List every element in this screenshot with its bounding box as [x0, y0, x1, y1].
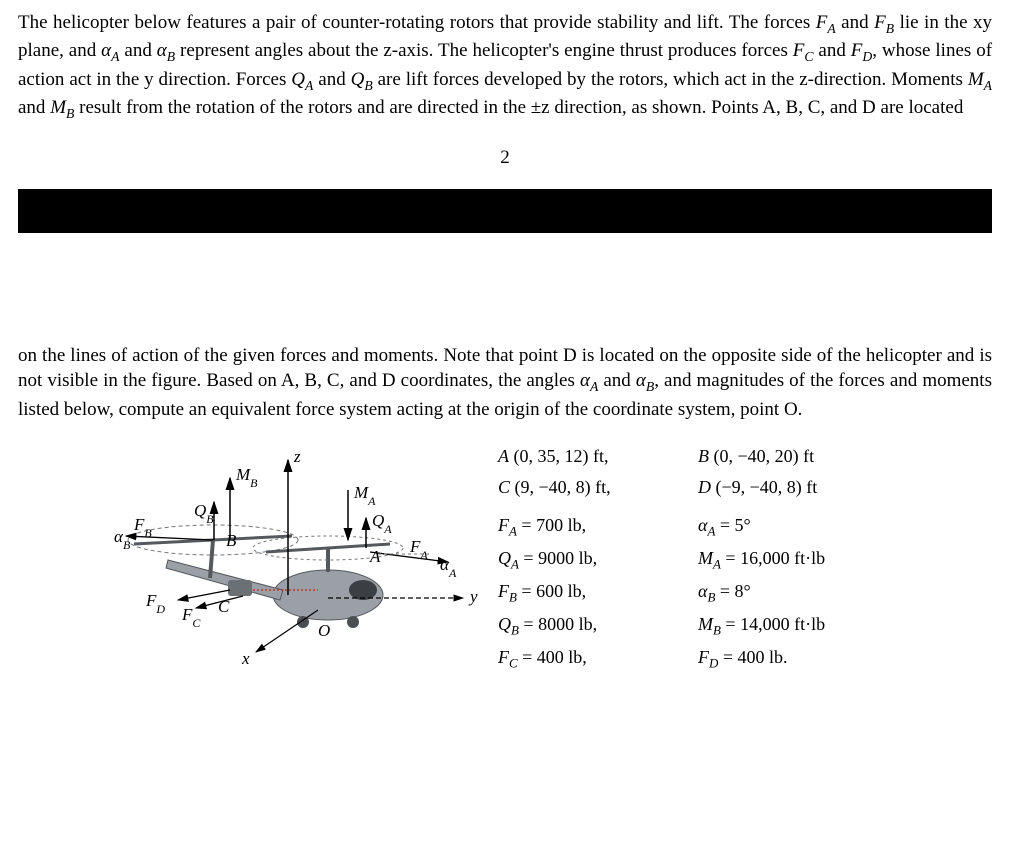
coord-B: B (0, −40, 20) ft	[698, 444, 814, 468]
val-row-2: QA = 9000 lb, MA = 16,000 ft·lb	[498, 546, 992, 573]
val-FB: FB = 600 lb,	[498, 579, 698, 606]
label-A: A	[369, 547, 381, 566]
coord-A: A (0, 35, 12) ft,	[498, 444, 698, 468]
label-C: C	[218, 597, 230, 616]
problem-paragraph-2: on the lines of action of the given forc…	[18, 343, 992, 423]
val-row-3: FB = 600 lb, αB = 8°	[498, 579, 992, 606]
coords-row-1: A (0, 35, 12) ft, B (0, −40, 20) ft	[498, 444, 992, 468]
val-FA: FA = 700 lb,	[498, 513, 698, 540]
page-number: 2	[18, 145, 992, 171]
val-row-5: FC = 400 lb, FD = 400 lb.	[498, 645, 992, 672]
text: The helicopter below features a pair of …	[18, 12, 992, 118]
given-values: A (0, 35, 12) ft, B (0, −40, 20) ft C (9…	[498, 440, 992, 688]
origin-label: O	[318, 621, 330, 640]
helicopter-body	[128, 525, 403, 628]
label-MB: MB	[235, 465, 258, 490]
problem-paragraph-1: The helicopter below features a pair of …	[18, 10, 992, 123]
coord-C: C (9, −40, 8) ft,	[498, 475, 698, 499]
val-FC: FC = 400 lb,	[498, 645, 698, 672]
coord-D: D (−9, −40, 8) ft	[698, 475, 817, 499]
label-MA: MA	[353, 483, 376, 508]
val-row-1: FA = 700 lb, αA = 5°	[498, 513, 992, 540]
val-MA: MA = 16,000 ft·lb	[698, 546, 825, 573]
val-QB: QB = 8000 lb,	[498, 612, 698, 639]
axis-x-label: x	[241, 649, 250, 668]
val-MB: MB = 14,000 ft·lb	[698, 612, 825, 639]
label-alphaA: αA	[440, 555, 457, 580]
label-FC: FC	[181, 605, 201, 630]
val-QA: QA = 9000 lb,	[498, 546, 698, 573]
val-FD: FD = 400 lb.	[698, 645, 788, 672]
val-row-4: QB = 8000 lb, MB = 14,000 ft·lb	[498, 612, 992, 639]
black-band	[18, 189, 992, 233]
text: on the lines of action of the given forc…	[18, 345, 992, 420]
val-alphaB: αB = 8°	[698, 579, 751, 606]
helicopter-figure: z y x O MB QB B FB αB FD FC	[18, 440, 498, 688]
label-QA: QA	[372, 511, 392, 536]
figure-area: z y x O MB QB B FB αB FD FC	[18, 440, 992, 688]
axis-z-label: z	[293, 447, 301, 466]
band-gap	[18, 233, 992, 343]
coords-row-2: C (9, −40, 8) ft, D (−9, −40, 8) ft	[498, 475, 992, 499]
label-B: B	[226, 531, 237, 550]
label-QB: QB	[194, 501, 214, 526]
axis-y-label: y	[468, 587, 478, 606]
label-alphaB: αB	[114, 527, 131, 552]
val-alphaA: αA = 5°	[698, 513, 751, 540]
label-FD: FD	[145, 591, 165, 616]
